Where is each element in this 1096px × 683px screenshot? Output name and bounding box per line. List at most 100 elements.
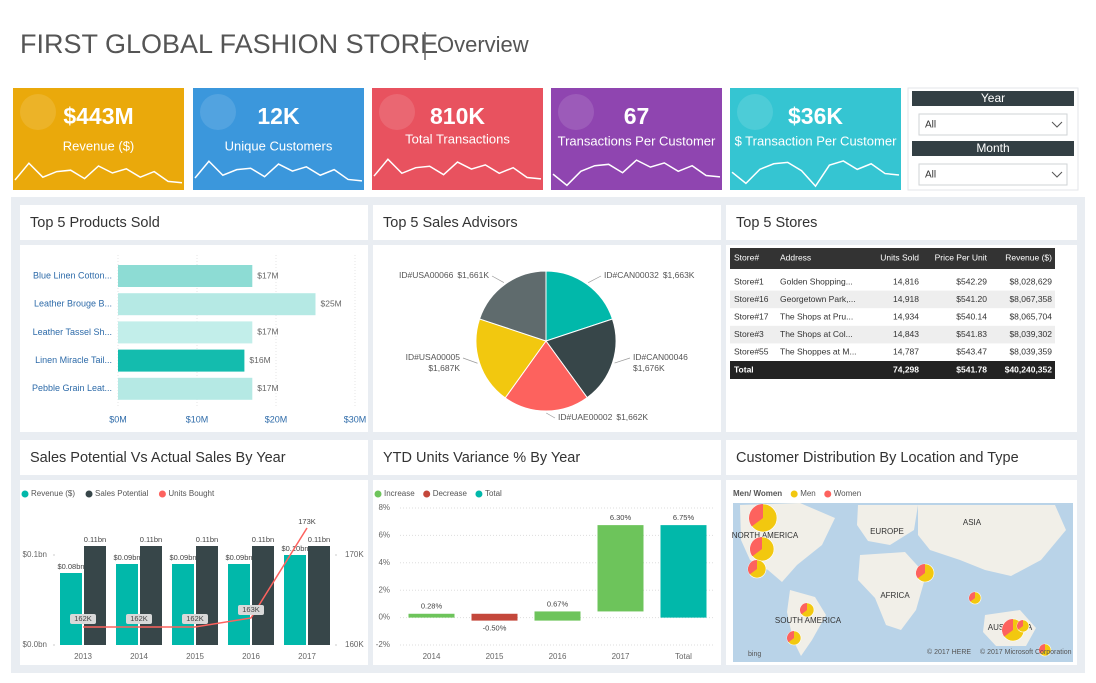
table-cell: Store#3: [734, 329, 764, 339]
y-tick-label: Leather Brouge B...: [34, 299, 112, 309]
pie-label-category: ID#UAE00002: [558, 412, 613, 422]
bar: [471, 613, 518, 621]
data-label-box: [126, 614, 152, 624]
pie-label-value: $1,661K: [457, 270, 489, 280]
pie-label-value: $1,663K: [663, 270, 695, 280]
table-cell: 14,843: [893, 329, 919, 339]
slicer-chevron: [1051, 171, 1063, 178]
table-cell: $542.29: [956, 276, 987, 286]
panel-header: [726, 440, 1077, 475]
slicer-dropdown[interactable]: [918, 113, 1068, 136]
map-land: [857, 505, 918, 545]
legend-label: Decrease: [433, 489, 468, 498]
map-bubble-sector: [1039, 644, 1045, 654]
map-land: [858, 552, 926, 630]
data-label: 0.28%: [421, 602, 443, 611]
x-tick-label: 2017: [612, 652, 630, 661]
bar: [228, 564, 250, 645]
legend-label: Units Bought: [168, 489, 215, 498]
x-tick-label: $10M: [186, 414, 209, 424]
map-bubble-sector: [749, 504, 763, 527]
x-tick-label: 2014: [130, 652, 148, 661]
map-bubble-sector: [1017, 620, 1023, 630]
kpi-icon: [20, 94, 56, 130]
leader-line: [588, 275, 602, 283]
pie-slice: [545, 318, 617, 399]
y2-tick-label: 170K: [345, 550, 364, 559]
table-total-label: Total: [734, 364, 754, 374]
pie-label: ID#CAN00046 $1,676K: [633, 352, 688, 373]
pie-label: ID#CAN00032 $1,663K: [604, 270, 695, 280]
data-label: 163K: [242, 605, 260, 614]
kpi-label: Unique Customers: [225, 138, 333, 153]
table-total-cell: 74,298: [893, 364, 919, 374]
panel-title: YTD Units Variance % By Year: [383, 450, 580, 466]
y-tick-label: -2%: [376, 640, 390, 649]
table-column-header: Price Per Unit: [935, 252, 988, 262]
bar: [118, 265, 253, 287]
pie-slice: [475, 318, 547, 399]
y-tick-label: Leather Tassel Sh...: [33, 327, 112, 337]
table-row-bg: [730, 290, 1055, 309]
bar: [308, 546, 330, 645]
panel-title: Top 5 Sales Advisors: [383, 215, 518, 231]
table-row-bg: [730, 325, 1055, 344]
table-cell: $541.20: [956, 294, 987, 304]
table-cell: Store#55: [734, 347, 769, 357]
table-cell: $8,065,704: [1009, 311, 1052, 321]
y-tick-label: 6%: [378, 531, 390, 540]
y-tick-label: 8%: [378, 503, 390, 512]
kpi-sparkline: [14, 162, 183, 184]
data-label: 0.11bn: [140, 535, 162, 544]
page-subtitle: Overview: [437, 32, 529, 57]
kpi-label: Revenue ($): [63, 138, 135, 153]
map-bubble-sector: [969, 592, 975, 602]
pie-label: ID#USA00066 $1,661K: [399, 270, 489, 280]
table-column-header: Units Sold: [880, 252, 919, 262]
data-label: 162K: [74, 614, 92, 623]
leader-line: [546, 412, 556, 419]
table-cell: The Shops at Pru...: [780, 311, 853, 321]
table-cell: $8,067,358: [1009, 294, 1052, 304]
table-cell: Store#16: [734, 294, 769, 304]
kpi-icon: [737, 94, 773, 130]
bar: [116, 564, 138, 645]
pie-slice: [545, 270, 614, 342]
table-cell: 14,918: [893, 294, 919, 304]
y-tick-label: 4%: [378, 558, 390, 567]
bar: [252, 546, 274, 645]
map-attribution: © 2017 Microsoft Corporation: [980, 648, 1072, 656]
pie-slice: [504, 340, 588, 412]
data-label-box: [70, 614, 96, 624]
kpi-value: 810K: [430, 103, 485, 129]
x-tick-label: $30M: [344, 414, 367, 424]
table-column-header: Revenue ($): [1005, 252, 1052, 262]
pie-label-category: ID#USA00005: [406, 352, 461, 362]
pie-slice: [478, 270, 547, 342]
kpi-label: $ Transaction Per Customer: [735, 133, 898, 148]
data-label: $16M: [249, 355, 270, 365]
data-label: $0.09bn: [113, 553, 140, 562]
table-cell: 14,816: [893, 276, 919, 286]
map-attribution: © 2017 HERE: [927, 648, 971, 656]
table-cell: Store#17: [734, 311, 769, 321]
kpi-icon: [200, 94, 236, 130]
table-column-header: Store#: [734, 252, 759, 262]
table-total-bg: [730, 361, 1055, 379]
table-cell: 14,787: [893, 347, 919, 357]
kpi-sparkline: [552, 159, 721, 187]
pie-label-value: $1,687K: [428, 363, 460, 373]
kpi-value: $36K: [788, 103, 843, 129]
x-tick-label: 2013: [74, 652, 92, 661]
y-tick-label: $0.1bn: [23, 550, 47, 559]
bar: [172, 564, 194, 645]
bar: [284, 555, 306, 645]
kpi-icon: [379, 94, 415, 130]
x-tick-label: 2016: [242, 652, 260, 661]
bar: [118, 349, 245, 372]
table-cell: $543.47: [956, 347, 987, 357]
data-label: $25M: [321, 298, 342, 308]
pie-label: ID#USA00005 $1,687K: [406, 352, 461, 373]
slicer-dropdown[interactable]: [918, 163, 1068, 186]
